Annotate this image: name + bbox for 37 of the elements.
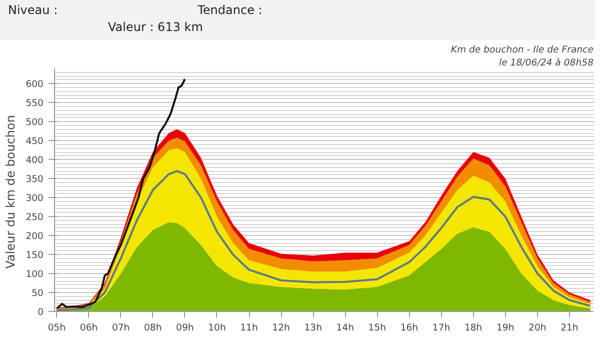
x-tick-label: 19h	[496, 322, 514, 334]
y-tick-label: 300	[26, 193, 44, 204]
chart-subtitle: le 18/06/24 à 08h58	[499, 58, 594, 68]
y-tick-label: 150	[26, 250, 44, 262]
chart-title: Km de bouchon - Ile de France	[450, 44, 594, 56]
y-tick-label: 500	[26, 117, 44, 128]
y-tick-label: 600	[26, 79, 44, 90]
x-tick-label: 06h	[80, 322, 98, 334]
x-tick-label: 12h	[272, 322, 290, 334]
text: Tendance :	[198, 2, 262, 19]
x-tick-label: 09h	[176, 322, 194, 334]
y-tick-label: 450	[26, 136, 44, 148]
x-tick-label: 07h	[112, 322, 130, 334]
x-tick-label: 16h	[400, 322, 418, 334]
y-tick-label: 250	[26, 212, 44, 224]
x-tick-label: 18h	[464, 322, 482, 334]
y-tick-label: 0	[38, 307, 44, 318]
x-tick-label: 05h	[48, 322, 66, 334]
y-tick-label: 200	[26, 231, 44, 242]
text: Niveau :	[8, 2, 58, 19]
y-tick-label: 100	[26, 269, 44, 280]
x-tick-label: 14h	[336, 322, 354, 334]
x-tick-label: 11h	[240, 322, 258, 334]
x-tick-label: 20h	[528, 322, 546, 334]
x-tick-label: 08h	[144, 322, 162, 334]
text: Valeur : 613 km	[108, 19, 203, 36]
line-series	[56, 78, 186, 310]
x-tick-label: 17h	[432, 322, 450, 334]
x-tick-label: 21h	[560, 322, 578, 334]
y-tick-label: 400	[26, 155, 44, 166]
y-tick-label: 350	[26, 174, 44, 186]
y-tick-label: 50	[32, 288, 44, 300]
x-tick-label: 10h	[208, 322, 226, 334]
y-axis-title: Valeur du km de bouchon	[4, 115, 18, 269]
x-tick-label: 13h	[304, 322, 322, 334]
y-tick-label: 550	[26, 98, 44, 110]
x-tick-label: 15h	[368, 322, 386, 334]
